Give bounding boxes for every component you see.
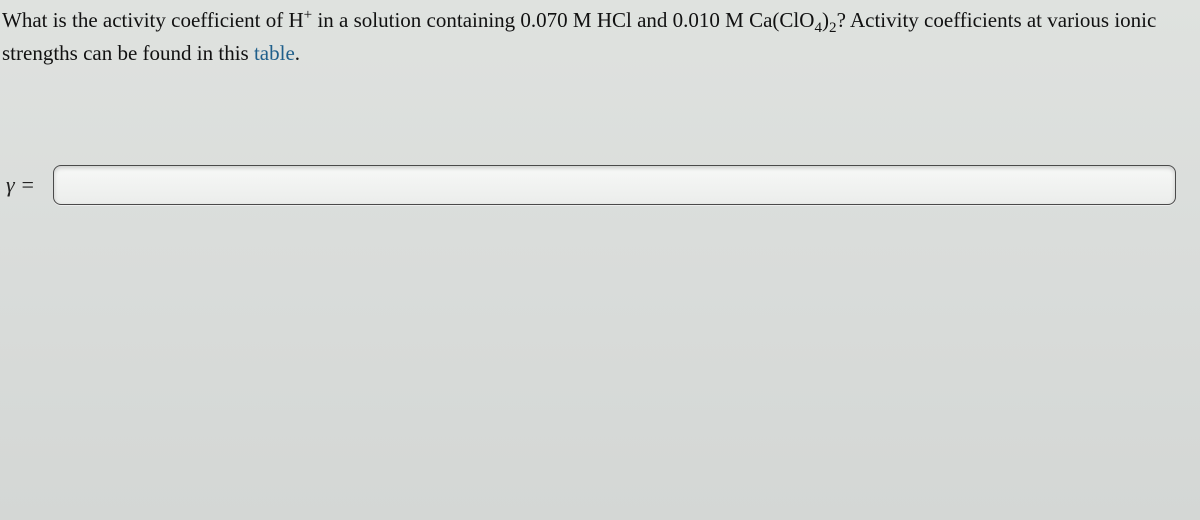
- question-text: What is the activity coefficient of H+ i…: [0, 2, 1194, 69]
- gamma-input[interactable]: [53, 165, 1176, 205]
- answer-row: γ =: [0, 165, 1194, 205]
- table-link[interactable]: table: [254, 41, 295, 65]
- gamma-label: γ =: [6, 172, 35, 198]
- paren-subscript: 2: [829, 20, 837, 36]
- question-prefix: What is the activity coefficient of H: [2, 8, 304, 32]
- clo-subscript: 4: [814, 20, 822, 36]
- question-suffix: .: [295, 41, 300, 65]
- question-page: What is the activity coefficient of H+ i…: [0, 0, 1200, 520]
- question-mid2: ): [822, 8, 829, 32]
- question-mid1: in a solution containing 0.070 M HCl and…: [312, 8, 814, 32]
- h-superscript: +: [304, 7, 313, 23]
